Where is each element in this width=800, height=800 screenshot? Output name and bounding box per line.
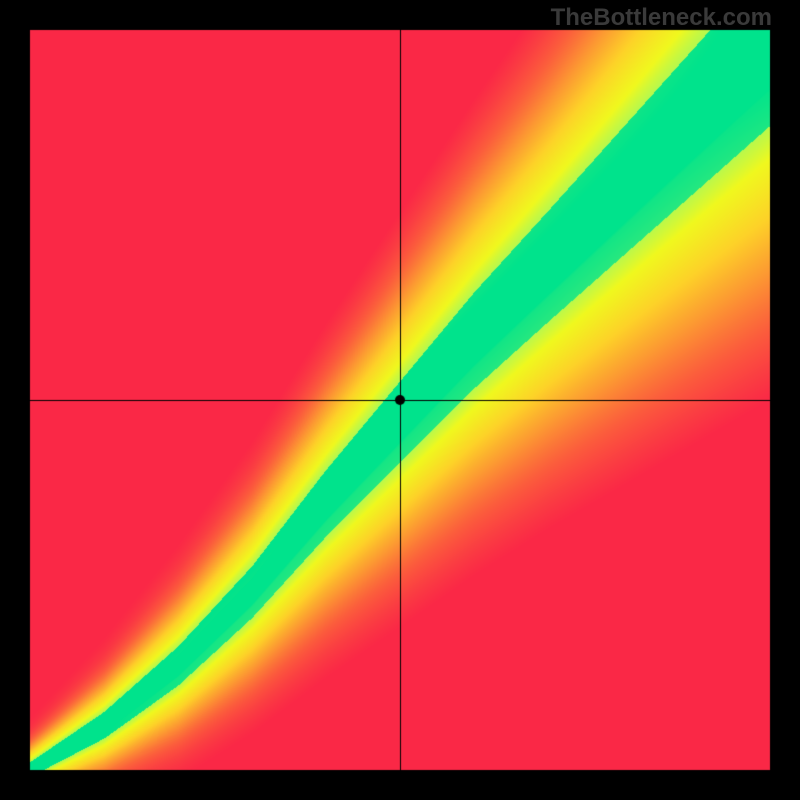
watermark-text: TheBottleneck.com [551,4,772,32]
bottleneck-heatmap [0,0,800,800]
chart-container: TheBottleneck.com [0,0,800,800]
